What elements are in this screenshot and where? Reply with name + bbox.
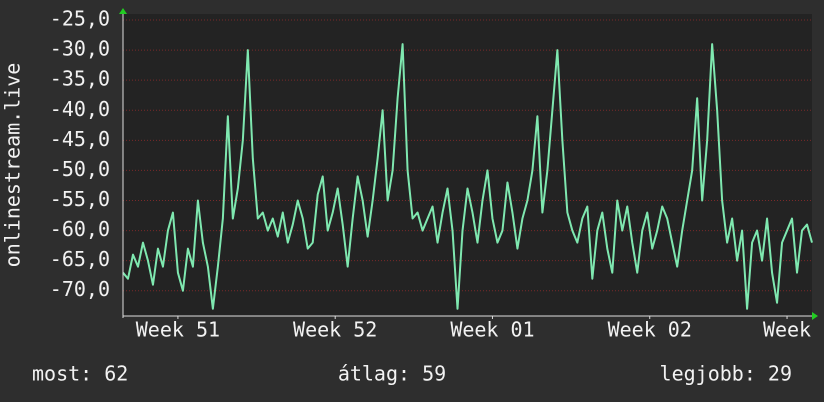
x-tick-label: Week 51 [136,318,220,342]
y-axis-arrow [119,8,127,14]
y-axis-label: onlinestream.live [1,63,25,268]
y-tick-label: -55,0 [50,187,110,211]
footer-average: átlag: 59 [338,362,446,386]
footer-current: most: 62 [32,362,128,386]
x-tick-label: Week 52 [293,318,377,342]
y-tick-label: -40,0 [50,97,110,121]
y-tick-label: -65,0 [50,247,110,271]
footer-max: legjobb: 29 [660,362,792,386]
y-tick-label: -30,0 [50,37,110,61]
grid [123,19,812,319]
x-axis-arrow [812,312,818,320]
y-tick-label: -70,0 [50,277,110,301]
y-tick-label: -60,0 [50,217,110,241]
x-tick-label: Week 02 [608,318,692,342]
y-tick-label: -35,0 [50,67,110,91]
y-tick-label: -45,0 [50,127,110,151]
marks [122,43,813,310]
plot-area [123,14,812,316]
x-tick-label: Week 01 [450,318,534,342]
y-tick-label: -25,0 [50,7,110,31]
data-line [122,43,813,310]
y-tick-label: -50,0 [50,157,110,181]
x-tick-label: Week [763,318,811,342]
